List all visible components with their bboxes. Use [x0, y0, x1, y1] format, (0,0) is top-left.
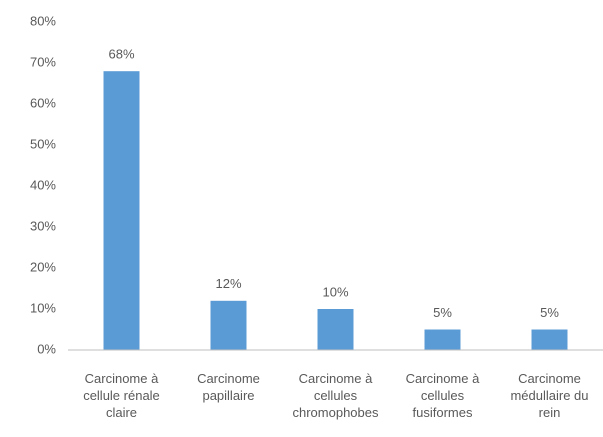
- y-tick-label: 30%: [30, 218, 56, 233]
- x-tick-label: Carcinome papillaire: [197, 371, 260, 403]
- y-tick-label: 70%: [30, 54, 56, 69]
- y-tick-label: 0%: [37, 341, 56, 356]
- bar: [317, 309, 354, 350]
- y-tick-label: 20%: [30, 259, 56, 274]
- value-label: 68%: [108, 47, 134, 62]
- value-label: 5%: [540, 305, 559, 320]
- y-tick-label: 50%: [30, 136, 56, 151]
- value-label: 5%: [433, 305, 452, 320]
- y-tick-label: 40%: [30, 177, 56, 192]
- y-tick-label: 10%: [30, 300, 56, 315]
- bar: [103, 71, 140, 350]
- x-tick-label: Carcinome médullaire du rein: [510, 371, 589, 420]
- y-tick-label: 80%: [30, 13, 56, 28]
- value-label: 10%: [322, 284, 348, 299]
- x-tick-label: Carcinome à cellules chromophobes: [292, 371, 379, 420]
- bar: [424, 329, 461, 350]
- bar: [210, 300, 247, 350]
- value-label: 12%: [215, 276, 241, 291]
- x-tick-label: Carcinome à cellules fusiformes: [405, 371, 480, 420]
- bar: [531, 329, 568, 350]
- y-tick-label: 60%: [30, 95, 56, 110]
- x-tick-label: Carcinome à cellule rénale claire: [83, 371, 160, 420]
